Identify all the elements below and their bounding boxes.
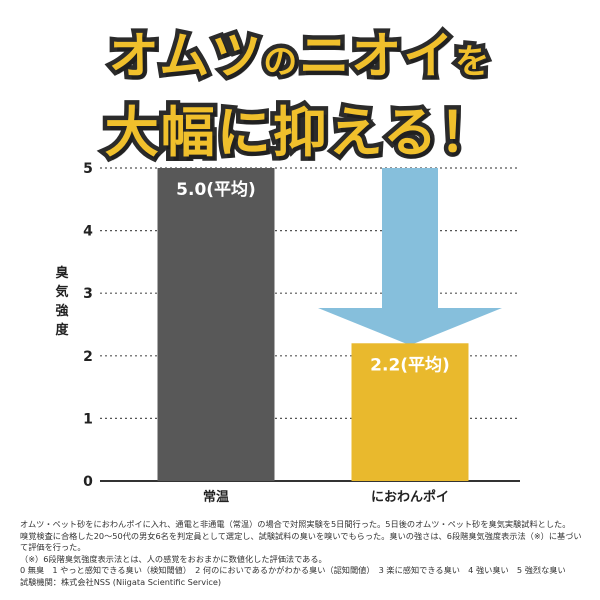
note-line-5: 試験機関：株式会社NSS (Niigata Scientific Service… [20,576,222,587]
x-category-label: 常温 [203,489,229,505]
y-axis-label-char: 強 [55,304,69,319]
y-axis-label-char: 気 [55,285,69,300]
y-tick-label: 1 [83,411,93,427]
headline-line-1: オムツのニオイを [0,23,600,94]
headline-part-2: ニオイ [295,23,458,90]
headline-line-2: 大幅に抑える！ [100,97,497,169]
bar-product [351,343,469,481]
odor-intensity-bar-chart: 0 1 2 3 4 5 5.0(平均) 常温 2.2(平均) におわんポイ [83,161,520,505]
reduction-arrow [318,168,502,346]
headline-particle: の [259,38,302,87]
note-line-3: （※）6段階臭気強度表示法とは、人の感覚をおおまかに数値化した評価法である。 [20,553,327,564]
y-tick-label: 3 [83,286,93,302]
y-tick-label: 5 [83,161,93,177]
headline-part-1: オムツ [104,23,265,90]
bar-normal [157,168,275,481]
note-line-1: オムツ・ペット砂をにおわんポイに入れ、通電と非通電（常温）の場合で対照実験を5日… [20,519,571,529]
y-tick-label: 4 [83,224,93,240]
x-category-label: におわんポイ [371,489,449,505]
note-line-4: 0 無臭 1 やっと感知できる臭い（検知閾値） 2 何のにおいであるかがわかる臭… [20,565,566,576]
y-axis-label-char: 臭 [55,266,69,281]
y-tick-label: 2 [83,349,93,365]
bar-data-label: 2.2(平均) [370,354,450,375]
y-tick-label: 0 [83,474,93,490]
y-axis-label-char: 度 [55,323,69,338]
note-line-2: 嗅覚検査に合格した20〜50代の男女6名を判定員として選定し、試験試料の臭いを嗅… [20,530,582,553]
test-notes: オムツ・ペット砂をにおわんポイに入れ、通電と非通電（常温）の場合で対照実験を5日… [20,519,585,589]
bar-data-label: 5.0(平均) [176,179,256,200]
headline-part-3: を [451,38,494,87]
